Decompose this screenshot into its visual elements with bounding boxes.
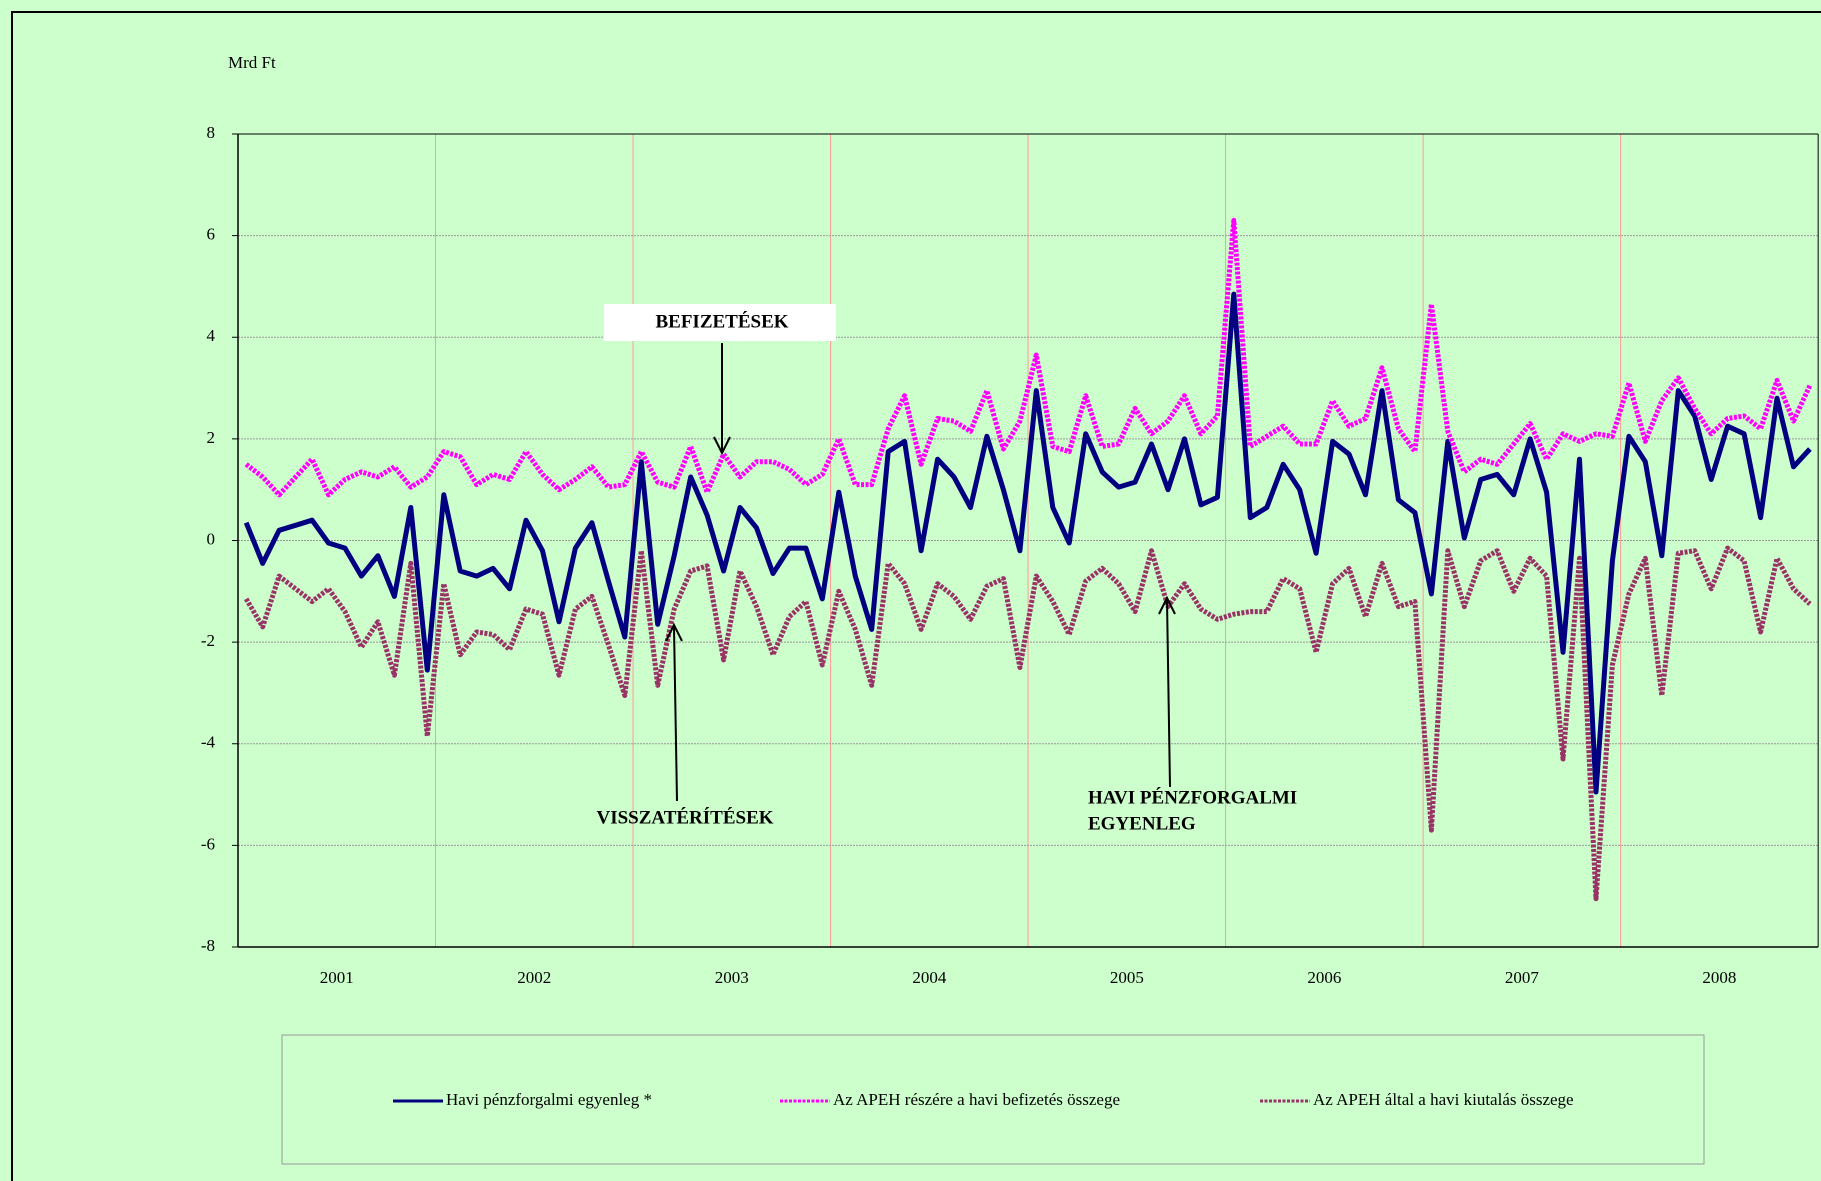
chart-frame [11, 11, 1821, 1181]
y-tick-label: -4 [201, 733, 216, 752]
arrow [1166, 599, 1171, 788]
x-tick-label: 2008 [1702, 968, 1736, 987]
legend-box [281, 1034, 1705, 1165]
legend-label: Havi pénzforgalmi egyenleg * [446, 1090, 652, 1109]
series-line [244, 217, 1813, 498]
y-tick-label: -2 [201, 631, 215, 650]
annotation: HAVI PÉNZFORGALMI [1088, 786, 1297, 808]
series-line [244, 545, 1812, 902]
y-tick-label: -6 [201, 834, 215, 853]
arrows [665, 343, 1176, 802]
x-tick-label: 2002 [517, 968, 551, 987]
y-tick-label: 4 [207, 326, 216, 345]
y-tick-label: 6 [207, 225, 216, 244]
legend-label: Az APEH által a havi kiutalás összege [1313, 1090, 1574, 1109]
annotation-box [604, 304, 836, 341]
arrow-head [665, 622, 683, 642]
annotation: EGYENLEG [1088, 813, 1196, 834]
x-tick-label: 2003 [715, 968, 749, 987]
legend-label: Az APEH részére a havi befizetés összege [833, 1090, 1120, 1109]
y-tick-label: 0 [207, 529, 216, 548]
y-tick-label: 8 [207, 123, 216, 142]
y-axis-label: Mrd Ft [228, 53, 276, 72]
lines [243, 217, 1813, 902]
x-tick-label: 2007 [1505, 968, 1540, 987]
series-line [243, 291, 1812, 795]
x-tick-label: 2005 [1110, 968, 1144, 987]
x-tick-label: 2006 [1307, 968, 1341, 987]
annotation: VISSZATÉRÍTÉSEK [596, 806, 773, 828]
annotation: BEFIZETÉSEK [655, 310, 788, 332]
x-tick-label: 2001 [320, 968, 354, 987]
arrow-head [713, 436, 731, 456]
arrow [673, 626, 678, 802]
y-tick-label: 2 [207, 428, 216, 447]
arrow-head [1158, 595, 1176, 615]
x-tick-label: 2004 [912, 968, 947, 987]
y-tick-label: -8 [201, 936, 215, 955]
